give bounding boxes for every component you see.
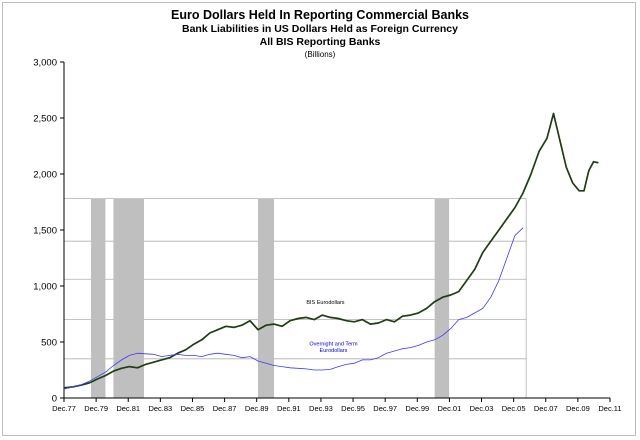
x-tick-label: Dec.79: [84, 404, 108, 413]
x-tick-label: Dec.01: [438, 404, 462, 413]
x-tick-label: Dec.81: [116, 404, 140, 413]
x-tick-label: Dec.03: [470, 404, 494, 413]
chart-frame: [2, 2, 636, 436]
series-annotation: BIS Eurodollars: [306, 300, 344, 306]
x-tick-label: Dec.05: [502, 404, 526, 413]
y-tick-label: 2,500: [33, 114, 57, 125]
series-line-bis-eurodollars: [63, 112, 599, 389]
x-tick-label: Dec.77: [52, 404, 76, 413]
y-tick-label: 500: [41, 338, 57, 349]
chart-subtitle: Bank Liabilities in US Dollars Held as F…: [182, 23, 458, 35]
x-tick-label: Dec.97: [373, 404, 397, 413]
recession-bar: [257, 198, 275, 398]
x-tick-label: Dec.11: [598, 404, 621, 413]
x-tick-label: Dec.09: [566, 404, 590, 413]
chart-titles: Euro Dollars Held In Reporting Commercia…: [0, 8, 640, 60]
x-tick-label: Dec.95: [341, 404, 365, 413]
series-annotation: Overnight and Term: [309, 341, 358, 347]
y-tick-label: 1,500: [33, 226, 57, 237]
x-tick-label: Dec.07: [534, 404, 558, 413]
x-tick-label: Dec.83: [148, 404, 172, 413]
annotations-group: BIS Eurodollars Overnight and TermEurodol…: [306, 300, 358, 354]
x-tick-label: Dec.91: [277, 404, 301, 413]
recession-bar: [90, 198, 106, 398]
series-annotation: Eurodollars: [320, 348, 348, 354]
x-tick-label: Dec.89: [245, 404, 269, 413]
chart-units: (Billions): [304, 50, 336, 59]
x-tick-label: Dec.87: [213, 404, 237, 413]
y-tick-label: 0: [52, 394, 57, 405]
recession-bar: [113, 198, 144, 398]
axes-group: 0 500 1,000 1,500 2,000 2,500 3,000 Dec.77 Dec.7…: [33, 58, 621, 414]
x-tick-label: Dec.85: [181, 404, 205, 413]
y-tick-label: 2,000: [33, 170, 57, 181]
y-tick-label: 3,000: [33, 58, 57, 69]
recession-bars-group: [90, 198, 450, 398]
chart-subtitle-banks: All BIS Reporting Banks: [259, 36, 381, 48]
x-tick-label: Dec.93: [309, 404, 333, 413]
y-tick-label: 1,000: [33, 282, 57, 293]
series-group: [63, 112, 599, 390]
series-line-overnight-term-eurodollars: [63, 227, 524, 390]
x-tick-label: Dec.99: [405, 404, 429, 413]
chart-title: Euro Dollars Held In Reporting Commercia…: [171, 8, 469, 22]
